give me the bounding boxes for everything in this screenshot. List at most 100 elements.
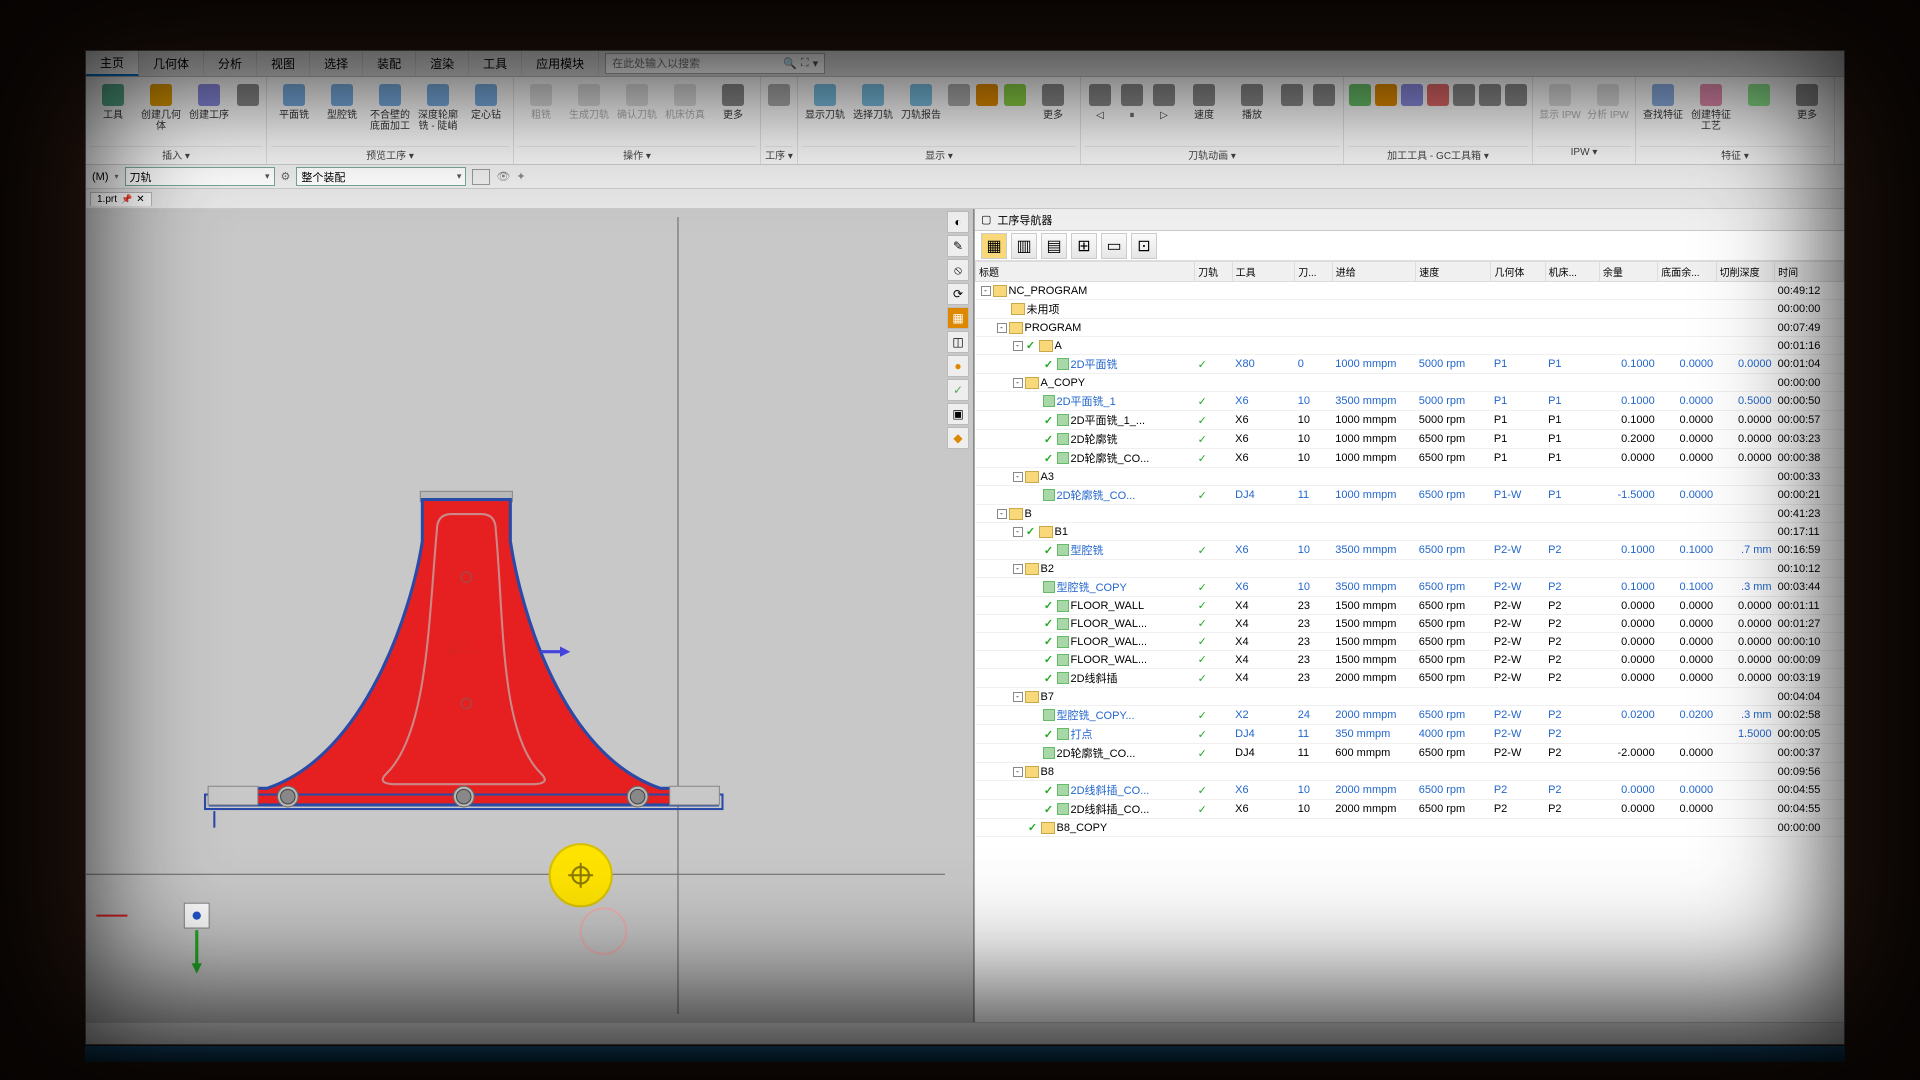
tree-row[interactable]: ✓FLOOR_WAL...✓X4231500 mmpm6500 rpmP2-WP…	[976, 633, 1844, 651]
tree-row[interactable]: ✓FLOOR_WALL✓X4231500 mmpm6500 rpmP2-WP20…	[976, 597, 1844, 615]
ribbon-btn[interactable]	[1002, 79, 1028, 111]
menu-tab-2[interactable]: 分析	[204, 51, 257, 76]
menu-tab-8[interactable]: 应用模块	[522, 51, 599, 76]
ribbon-btn[interactable]: 更多	[1784, 79, 1830, 123]
ribbon-btn[interactable]: 确认刀轨	[614, 79, 660, 123]
ribbon-btn[interactable]: 工具	[90, 79, 136, 123]
vt-btn-9[interactable]: ▣	[947, 403, 969, 425]
vt-btn-8[interactable]: ✓	[947, 379, 969, 401]
ribbon-btn[interactable]	[974, 79, 1000, 111]
expand-icon[interactable]: ⛶	[801, 57, 809, 70]
tree-row[interactable]: -A300:00:33	[976, 468, 1844, 486]
ribbon-btn[interactable]: 选择刀轨	[850, 79, 896, 123]
dropdown-icon[interactable]: ▾	[813, 57, 819, 70]
tree-row[interactable]: ✓2D平面铣_1_...✓X6101000 mmpm5000 rpmP1P10.…	[976, 411, 1844, 430]
ribbon-btn[interactable]: 创建特征工艺	[1688, 79, 1734, 134]
os-taskbar[interactable]	[85, 1046, 1845, 1062]
ribbon-btn[interactable]: 机床仿真	[662, 79, 708, 123]
search-box[interactable]: 🔍 ⛶ ▾	[605, 53, 825, 74]
ribbon-btn[interactable]: ▷	[1149, 79, 1179, 123]
nav-btn-2[interactable]: ▥	[1011, 233, 1037, 259]
ribbon-btn[interactable]: 显示 IPW	[1537, 79, 1583, 123]
tree-row[interactable]: ✓打点✓DJ411350 mmpm4000 rpmP2-WP21.500000:…	[976, 725, 1844, 744]
vt-btn-10[interactable]: ◆	[947, 427, 969, 449]
tree-row[interactable]: 2D平面铣_1✓X6103500 mmpm5000 rpmP1P10.10000…	[976, 392, 1844, 411]
vt-btn-7[interactable]: ●	[947, 355, 969, 377]
nav-btn-5[interactable]: ▭	[1101, 233, 1127, 259]
ribbon-btn[interactable]	[1374, 79, 1398, 111]
operation-tree[interactable]: 标题刀轨工具刀...进给速度几何体机床...余量底面余...切削深度时间-NC_…	[975, 261, 1844, 1022]
ribbon-btn[interactable]	[1309, 79, 1339, 111]
ribbon-btn[interactable]	[1400, 79, 1424, 111]
ribbon-btn[interactable]	[946, 79, 972, 111]
tree-row[interactable]: 型腔铣_COPY...✓X2242000 mmpm6500 rpmP2-WP20…	[976, 706, 1844, 725]
tree-row[interactable]: ✓2D线斜插_CO...✓X6102000 mmpm6500 rpmP2P20.…	[976, 800, 1844, 819]
tree-row[interactable]: -B800:09:56	[976, 763, 1844, 781]
ribbon-btn[interactable]: 速度	[1181, 79, 1227, 123]
vt-btn-6[interactable]: ◫	[947, 331, 969, 353]
view-icon-2[interactable]: 👁	[496, 170, 510, 183]
ribbon-btn[interactable]: 创建几何体	[138, 79, 184, 134]
menu-tab-0[interactable]: 主页	[86, 51, 139, 76]
tree-row[interactable]: 型腔铣_COPY✓X6103500 mmpm6500 rpmP2-WP20.10…	[976, 578, 1844, 597]
tree-row[interactable]: ✓2D轮廓铣✓X6101000 mmpm6500 rpmP1P10.20000.…	[976, 430, 1844, 449]
ribbon-btn[interactable]: 深度轮廓铣 - 陡峭	[415, 79, 461, 134]
tree-row[interactable]: ✓2D线斜插✓X4232000 mmpm6500 rpmP2-WP20.0000…	[976, 669, 1844, 688]
filter-icon[interactable]: ⚙	[281, 170, 291, 183]
tree-row[interactable]: -A_COPY00:00:00	[976, 374, 1844, 392]
pane-pin-icon[interactable]: ▢	[981, 213, 991, 226]
view-icon-1[interactable]	[472, 169, 490, 185]
vt-btn-4[interactable]: ⟳	[947, 283, 969, 305]
menu-tab-6[interactable]: 渲染	[416, 51, 469, 76]
ribbon-btn[interactable]: ⏸	[1117, 79, 1147, 123]
ribbon-btn[interactable]: 显示刀轨	[802, 79, 848, 123]
ribbon-btn[interactable]: 不合壁的底面加工	[367, 79, 413, 134]
vt-btn-5[interactable]: ▦	[947, 307, 969, 329]
menu-tab-7[interactable]: 工具	[469, 51, 522, 76]
ribbon-btn[interactable]	[1736, 79, 1782, 111]
ribbon-btn[interactable]: 粗铣	[518, 79, 564, 123]
tree-row[interactable]: ✓B8_COPY00:00:00	[976, 819, 1844, 837]
pin-icon[interactable]: 📌	[121, 194, 132, 205]
tree-row[interactable]: -NC_PROGRAM00:49:12	[976, 282, 1844, 300]
tree-row[interactable]: -✓B100:17:11	[976, 523, 1844, 541]
3d-viewport[interactable]: XM ◐ ✎ ⦸ ⟳ ▦ ◫ ● ✓ ▣ ◆	[86, 209, 974, 1022]
tree-row[interactable]: 未用项00:00:00	[976, 300, 1844, 319]
menu-tab-4[interactable]: 选择	[310, 51, 363, 76]
nav-btn-4[interactable]: ⊞	[1071, 233, 1097, 259]
combo-toolpath[interactable]: 刀轨▾	[125, 167, 275, 186]
ribbon-btn[interactable]: 分析 IPW	[1585, 79, 1631, 123]
tree-row[interactable]: -PROGRAM00:07:49	[976, 319, 1844, 337]
combo-assembly[interactable]: 整个装配▾	[296, 167, 466, 186]
ribbon-btn[interactable]: 刀轨报告	[898, 79, 944, 123]
tree-row[interactable]: ✓2D平面铣✓X8001000 mmpm5000 rpmP1P10.10000.…	[976, 355, 1844, 374]
vt-btn-3[interactable]: ⦸	[947, 259, 969, 281]
ribbon-btn[interactable]: 更多	[1030, 79, 1076, 123]
document-tab[interactable]: 1.prt 📌 ✕	[90, 192, 152, 206]
ribbon-btn[interactable]: 查找特征	[1640, 79, 1686, 123]
ribbon-btn[interactable]	[234, 79, 262, 111]
ribbon-btn[interactable]	[1277, 79, 1307, 111]
menu-tab-5[interactable]: 装配	[363, 51, 416, 76]
menu-tab-1[interactable]: 几何体	[139, 51, 204, 76]
ribbon-btn[interactable]: 定心钻	[463, 79, 509, 123]
tree-row[interactable]: ✓型腔铣✓X6103500 mmpm6500 rpmP2-WP20.10000.…	[976, 541, 1844, 560]
nav-btn-1[interactable]: ▦	[981, 233, 1007, 259]
close-icon[interactable]: ✕	[136, 194, 144, 205]
ribbon-btn[interactable]	[1478, 79, 1502, 111]
tree-row[interactable]: -B200:10:12	[976, 560, 1844, 578]
vt-btn-1[interactable]: ◐	[947, 211, 969, 233]
ribbon-btn[interactable]: 型腔铣	[319, 79, 365, 123]
search-icon[interactable]: 🔍	[783, 57, 797, 70]
tree-row[interactable]: ✓2D轮廓铣_CO...✓X6101000 mmpm6500 rpmP1P10.…	[976, 449, 1844, 468]
ribbon-btn[interactable]	[1348, 79, 1372, 111]
search-input[interactable]	[612, 58, 777, 70]
tree-row[interactable]: -✓A00:01:16	[976, 337, 1844, 355]
ribbon-btn[interactable]	[765, 79, 793, 111]
ribbon-btn[interactable]: 更多	[710, 79, 756, 123]
ribbon-btn[interactable]: 创建工序	[186, 79, 232, 123]
ribbon-btn[interactable]	[1452, 79, 1476, 111]
view-icon-3[interactable]: ✦	[516, 170, 525, 183]
tree-row[interactable]: -B700:04:04	[976, 688, 1844, 706]
ribbon-btn[interactable]: 生成刀轨	[566, 79, 612, 123]
